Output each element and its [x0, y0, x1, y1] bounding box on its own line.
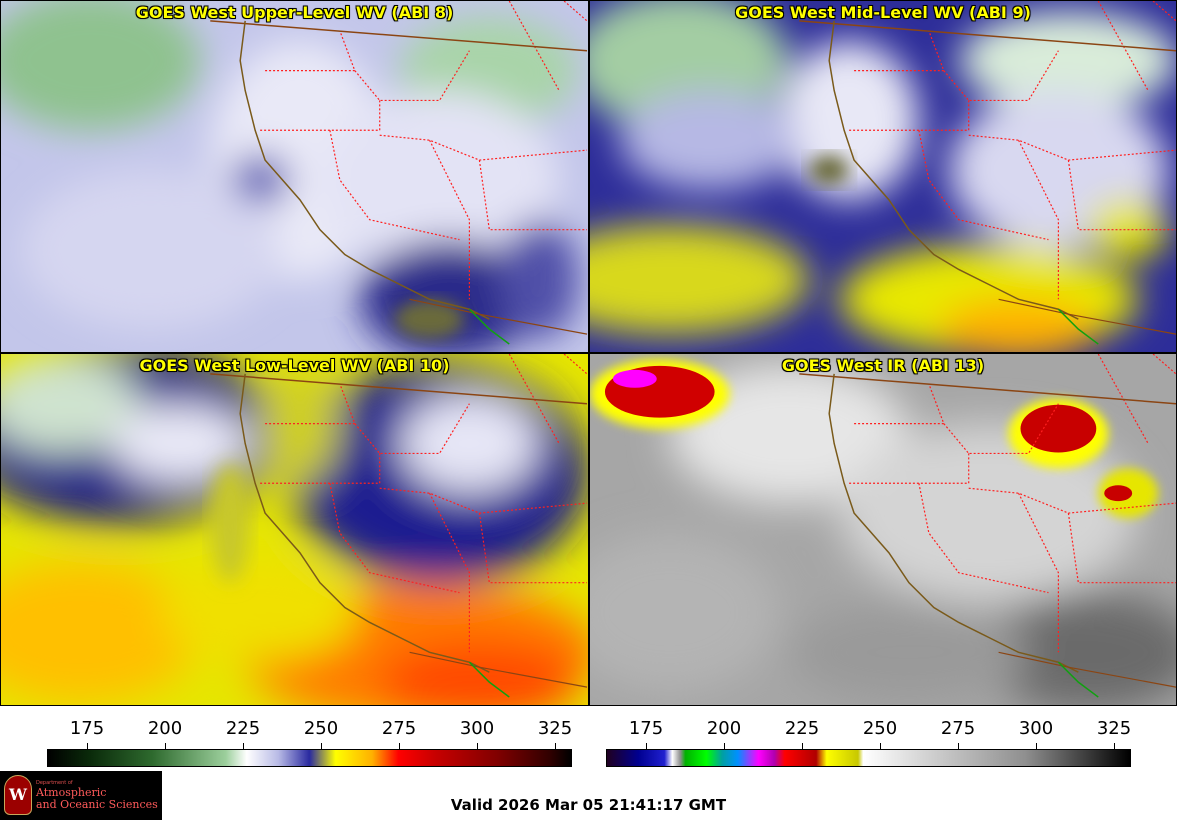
- wv-color-scale: 175 200 225 250 275 300 325: [47, 712, 572, 772]
- scale-tick-label: 200: [706, 718, 742, 739]
- logo-dept-line: Department of: [36, 780, 73, 786]
- logo-name-line1: Atmospheric: [36, 786, 107, 799]
- scale-tick-mark: [555, 743, 556, 749]
- wv-colorbar: [47, 749, 572, 767]
- scale-tick-label: 325: [537, 718, 573, 739]
- scale-tick-mark: [880, 743, 881, 749]
- ir-color-scale: 175 200 225 250 275 300 325: [606, 712, 1131, 772]
- scale-tick-label: 325: [1096, 718, 1132, 739]
- panel-low-level-wv: GOES West Low-Level WV (ABI 10): [0, 353, 589, 706]
- scale-tick-mark: [724, 743, 725, 749]
- panel-ir: GOES West IR (ABI 13): [589, 353, 1177, 706]
- ir-colorbar: [606, 749, 1131, 767]
- scale-tick-mark: [87, 743, 88, 749]
- scale-tick-mark: [321, 743, 322, 749]
- scale-tick-mark: [243, 743, 244, 749]
- scale-tick-label: 275: [940, 718, 976, 739]
- ir-scale-ticks: 175 200 225 250 275 300 325: [606, 718, 1131, 742]
- uw-seal-icon: W: [4, 775, 32, 815]
- logo-name-line2: and Oceanic Sciences: [36, 798, 158, 811]
- scale-tick-mark: [646, 743, 647, 749]
- low-level-wv-image: [1, 354, 588, 705]
- scale-tick-mark: [958, 743, 959, 749]
- scale-tick-mark: [477, 743, 478, 749]
- scale-tick-label: 300: [1018, 718, 1054, 739]
- scale-tick-mark: [802, 743, 803, 749]
- panel-upper-level-wv: GOES West Upper-Level WV (ABI 8): [0, 0, 589, 353]
- scale-tick-label: 250: [303, 718, 339, 739]
- scale-tick-label: 300: [459, 718, 495, 739]
- ir-image: [590, 354, 1176, 705]
- panel-title: GOES West Low-Level WV (ABI 10): [139, 356, 450, 375]
- wv-scale-ticks: 175 200 225 250 275 300 325: [47, 718, 572, 742]
- valid-time: Valid 2026 Mar 05 21:41:17 GMT: [450, 796, 727, 814]
- scale-tick-label: 225: [784, 718, 820, 739]
- scale-tick-label: 175: [628, 718, 664, 739]
- panel-title: GOES West Mid-Level WV (ABI 9): [735, 3, 1031, 22]
- scale-tick-mark: [1036, 743, 1037, 749]
- scale-tick-mark: [1114, 743, 1115, 749]
- scale-tick-mark: [399, 743, 400, 749]
- upper-level-wv-image: [1, 1, 588, 352]
- scale-tick-label: 200: [147, 718, 183, 739]
- scale-tick-label: 275: [381, 718, 417, 739]
- scale-tick-label: 175: [69, 718, 105, 739]
- scale-tick-mark: [165, 743, 166, 749]
- panel-title: GOES West Upper-Level WV (ABI 8): [135, 3, 454, 22]
- aos-logo[interactable]: W Department of Atmospheric and Oceanic …: [0, 771, 162, 820]
- panel-title: GOES West IR (ABI 13): [781, 356, 985, 375]
- scale-tick-label: 225: [225, 718, 261, 739]
- mid-level-wv-image: [590, 1, 1176, 352]
- scale-tick-label: 250: [862, 718, 898, 739]
- panel-mid-level-wv: GOES West Mid-Level WV (ABI 9): [589, 0, 1177, 353]
